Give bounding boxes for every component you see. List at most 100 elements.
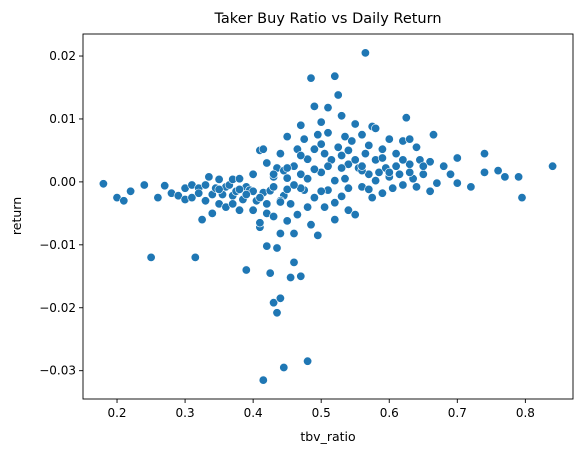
plot-frame bbox=[82, 33, 574, 400]
data-point bbox=[201, 196, 211, 206]
data-point bbox=[548, 161, 558, 171]
data-point bbox=[347, 136, 357, 146]
data-point bbox=[391, 149, 401, 159]
data-point bbox=[275, 293, 285, 303]
data-point bbox=[364, 169, 374, 179]
data-point bbox=[306, 73, 316, 83]
x-tick-label: 0.4 bbox=[244, 406, 263, 420]
data-point bbox=[309, 193, 319, 203]
data-point bbox=[255, 218, 265, 228]
data-point bbox=[272, 308, 282, 318]
data-point bbox=[330, 198, 340, 208]
data-point bbox=[330, 215, 340, 225]
data-point bbox=[255, 193, 265, 203]
data-point bbox=[306, 220, 316, 230]
x-tick-label: 0.5 bbox=[312, 406, 331, 420]
data-point bbox=[360, 48, 370, 58]
data-point bbox=[197, 215, 207, 225]
data-point bbox=[214, 174, 224, 184]
data-point bbox=[282, 163, 292, 173]
data-point bbox=[357, 161, 367, 171]
chart-title: Taker Buy Ratio vs Daily Return bbox=[213, 11, 441, 27]
data-point bbox=[286, 272, 296, 282]
data-point bbox=[262, 241, 272, 251]
data-points bbox=[98, 48, 558, 385]
data-point bbox=[194, 188, 204, 198]
data-point bbox=[241, 190, 251, 200]
data-point bbox=[313, 130, 323, 140]
data-point bbox=[374, 167, 384, 177]
data-point bbox=[340, 174, 350, 184]
data-point bbox=[377, 144, 387, 154]
data-point bbox=[258, 144, 268, 154]
data-point bbox=[296, 271, 306, 281]
data-point bbox=[235, 205, 245, 215]
data-point bbox=[405, 134, 415, 144]
data-point bbox=[418, 169, 428, 179]
data-point bbox=[398, 155, 408, 165]
data-point bbox=[275, 149, 285, 159]
data-point bbox=[320, 149, 330, 159]
data-point bbox=[337, 111, 347, 121]
data-point bbox=[479, 167, 489, 177]
data-point bbox=[289, 229, 299, 239]
data-point bbox=[401, 113, 411, 123]
data-point bbox=[371, 123, 381, 133]
y-axis-label: return bbox=[9, 197, 24, 235]
data-point bbox=[173, 191, 183, 201]
data-point bbox=[364, 184, 374, 194]
data-point bbox=[425, 157, 435, 167]
y-tick-label: −0.02 bbox=[39, 301, 76, 315]
data-point bbox=[279, 362, 289, 372]
data-point bbox=[337, 151, 347, 161]
data-point bbox=[337, 191, 347, 201]
data-point bbox=[425, 186, 435, 196]
data-point bbox=[388, 183, 398, 193]
data-point bbox=[330, 176, 340, 186]
data-point bbox=[333, 142, 343, 152]
data-point bbox=[330, 71, 340, 81]
data-point bbox=[299, 134, 309, 144]
y-tick-label: 0.02 bbox=[49, 49, 76, 63]
data-point bbox=[303, 202, 313, 212]
data-point bbox=[265, 268, 275, 278]
data-point bbox=[160, 181, 170, 191]
data-point bbox=[364, 140, 374, 150]
data-point bbox=[282, 216, 292, 226]
data-point bbox=[262, 158, 272, 168]
data-point bbox=[153, 193, 163, 203]
data-point bbox=[394, 169, 404, 179]
data-point bbox=[340, 132, 350, 142]
data-point bbox=[282, 184, 292, 194]
x-tick-label: 0.8 bbox=[516, 406, 535, 420]
data-point bbox=[235, 174, 245, 184]
data-point bbox=[269, 182, 279, 192]
data-point bbox=[316, 139, 326, 149]
data-point bbox=[292, 210, 302, 220]
data-point bbox=[493, 166, 503, 176]
data-point bbox=[323, 161, 333, 171]
data-point bbox=[296, 151, 306, 161]
data-point bbox=[411, 142, 421, 152]
data-point bbox=[286, 199, 296, 209]
data-point bbox=[337, 163, 347, 173]
data-point bbox=[343, 159, 353, 169]
data-point bbox=[126, 186, 136, 196]
data-point bbox=[323, 103, 333, 113]
data-point bbox=[391, 161, 401, 171]
axis-ticks: 0.2 0.3 0.4 0.5 0.6 0.7 0.8 −0.03 −0.02 −0.01 0.00… bbox=[39, 49, 535, 420]
data-point bbox=[303, 154, 313, 164]
data-point bbox=[517, 193, 527, 203]
data-point bbox=[269, 169, 279, 179]
data-point bbox=[350, 119, 360, 129]
data-point bbox=[228, 199, 238, 209]
data-point bbox=[432, 178, 442, 188]
data-point bbox=[275, 229, 285, 239]
data-point bbox=[204, 172, 214, 182]
data-point bbox=[309, 164, 319, 174]
data-point bbox=[350, 210, 360, 220]
data-point bbox=[333, 90, 343, 100]
data-point bbox=[316, 186, 326, 196]
data-point bbox=[303, 356, 313, 366]
data-point bbox=[357, 130, 367, 140]
